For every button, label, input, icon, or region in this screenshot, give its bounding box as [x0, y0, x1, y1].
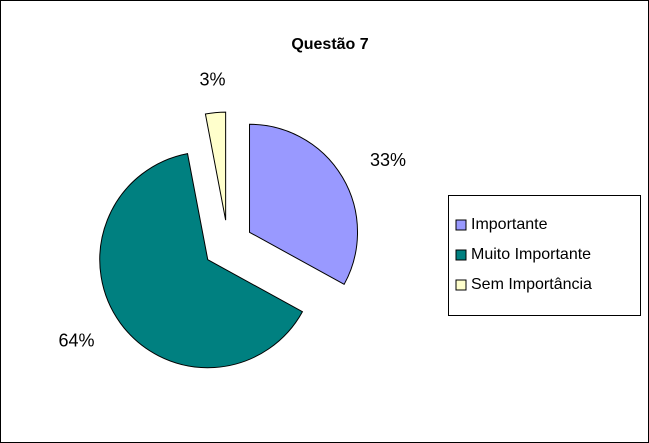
pie-slice — [249, 123, 358, 285]
legend-label: Sem Importância — [471, 276, 592, 293]
legend-swatch — [455, 249, 467, 261]
legend-box — [448, 195, 641, 316]
chart-title: Questão 7 — [291, 36, 368, 53]
data-label: 64% — [58, 331, 94, 351]
legend-swatch — [455, 279, 467, 291]
pie-slice — [99, 153, 304, 369]
legend-label: Importante — [471, 216, 548, 233]
legend-label: Muito Importante — [471, 246, 591, 263]
legend-swatch — [455, 219, 467, 231]
data-label: 3% — [199, 69, 225, 89]
data-label: 33% — [370, 150, 406, 170]
pie-slice — [204, 111, 227, 221]
